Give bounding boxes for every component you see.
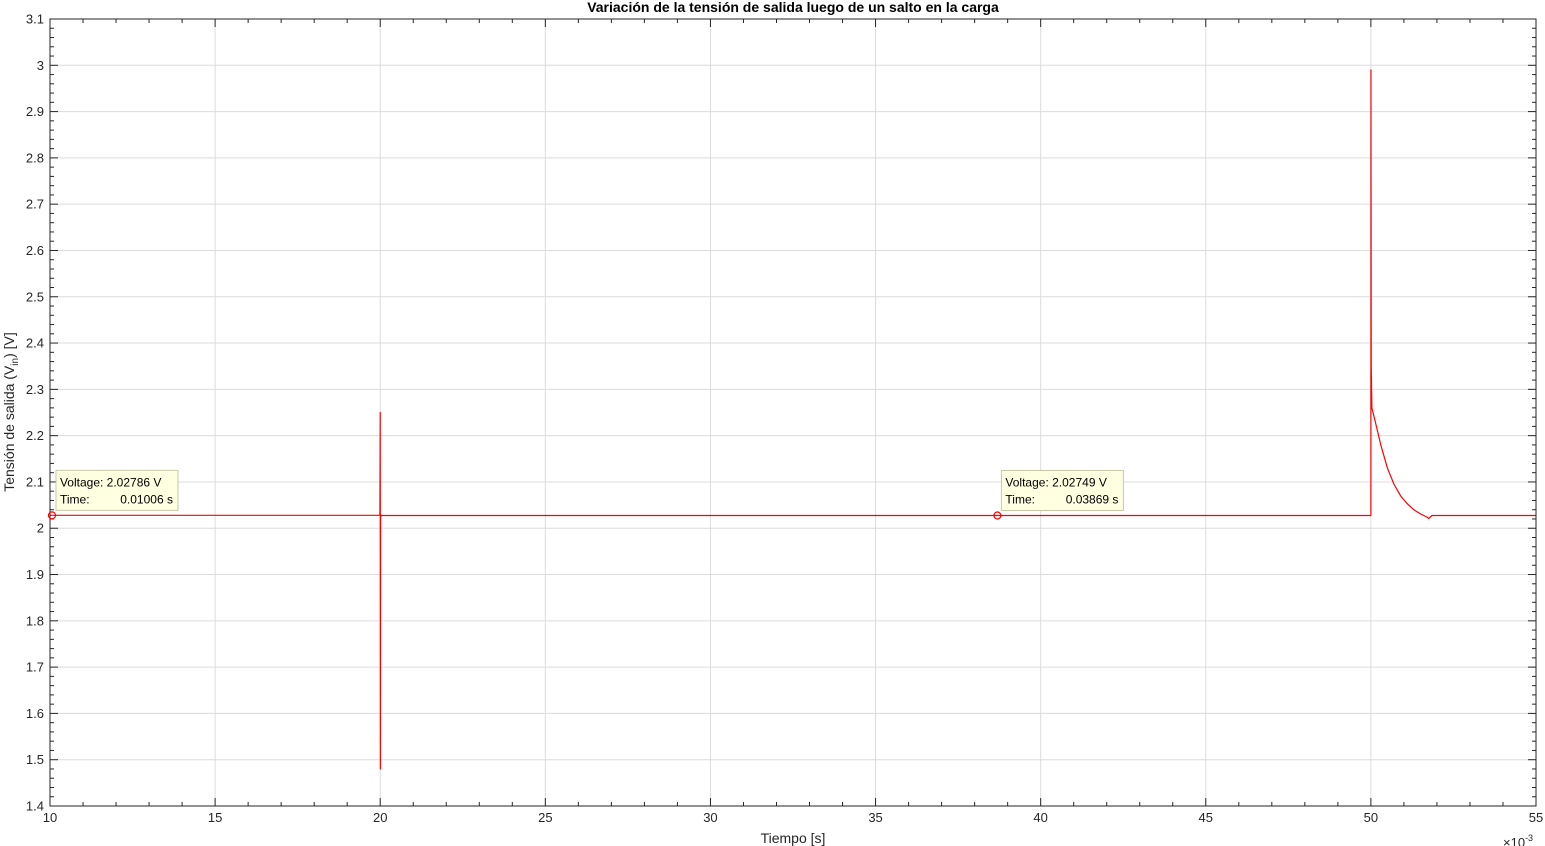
- y-tick-label: 1.5: [26, 752, 44, 767]
- x-tick-label: 20: [373, 810, 387, 825]
- datatip-marker[interactable]: [993, 511, 1002, 520]
- series-group: [50, 69, 1536, 770]
- y-tick-label: 1.8: [26, 613, 44, 628]
- y-tick-label: 1.4: [26, 799, 44, 814]
- datatip-voltage: Voltage: 2.02749 V: [1005, 476, 1106, 490]
- datatip-voltage: Voltage: 2.02786 V: [60, 475, 161, 489]
- y-tick-label: 3: [37, 58, 44, 73]
- y-tick-label: 1.7: [26, 660, 44, 675]
- datatip-box: [1000, 470, 1124, 512]
- y-tick-label: 3.1: [26, 12, 44, 27]
- plot-border: [49, 18, 1537, 807]
- x-axis-label: Tiempo [s]: [761, 830, 826, 846]
- datatips: Voltage: 2.02786 V Time: 0.01006 s Voltage:…: [47, 469, 1124, 520]
- tick-labels: 10 15 20 25 30 35 40 45 50 55 1.4 1.5 1.6 1.7 1.8 1.9 2 2…: [26, 12, 1543, 826]
- datatip-box: [55, 469, 179, 511]
- y-axis-label: Tensión de salida (Vin) [V]: [1, 332, 21, 492]
- datatip-time-value: 0.03869 s: [1066, 493, 1119, 507]
- datatip-time-label: Time:: [1005, 493, 1035, 507]
- y-tick-label: 2.4: [26, 336, 44, 351]
- x-tick-label: 55: [1529, 810, 1543, 825]
- y-tick-label: 2.5: [26, 289, 44, 304]
- y-axis-label-main: Tensión de salida (V: [1, 365, 17, 492]
- x-tick-label: 15: [208, 810, 222, 825]
- y-axis-label-end: ) [V]: [1, 332, 17, 358]
- x-exponent-base: ×10: [1503, 835, 1525, 846]
- x-tick-label: 25: [538, 810, 552, 825]
- x-tick-label: 45: [1199, 810, 1213, 825]
- y-tick-label: 2: [37, 521, 44, 536]
- y-axis-label-subscript: in: [10, 358, 21, 366]
- ticks: [49, 18, 1537, 807]
- y-tick-label: 2.6: [26, 243, 44, 258]
- y-tick-label: 1.6: [26, 706, 44, 721]
- datatip-time-label: Time:: [60, 492, 90, 506]
- series-line: [50, 69, 1536, 770]
- y-tick-label: 2.1: [26, 474, 44, 489]
- y-tick-label: 2.8: [26, 150, 44, 165]
- x-tick-label: 40: [1033, 810, 1047, 825]
- datatip-marker[interactable]: [47, 511, 57, 520]
- y-tick-label: 2.2: [26, 428, 44, 443]
- y-tick-label: 2.7: [26, 197, 44, 212]
- x-tick-label: 35: [868, 810, 882, 825]
- y-tick-label: 1.9: [26, 567, 44, 582]
- x-tick-label: 50: [1364, 810, 1378, 825]
- datatip-time-value: 0.01006 s: [120, 492, 173, 506]
- y-tick-label: 2.9: [26, 104, 44, 119]
- x-tick-label: 10: [43, 810, 57, 825]
- x-tick-label: 30: [703, 810, 717, 825]
- chart-title: Variación de la tensión de salida luego …: [587, 0, 999, 15]
- x-axis-exponent: ×10-3: [1503, 833, 1533, 846]
- x-exponent-power: -3: [1525, 833, 1533, 843]
- plot-area: [50, 19, 1536, 806]
- y-tick-label: 2.3: [26, 382, 44, 397]
